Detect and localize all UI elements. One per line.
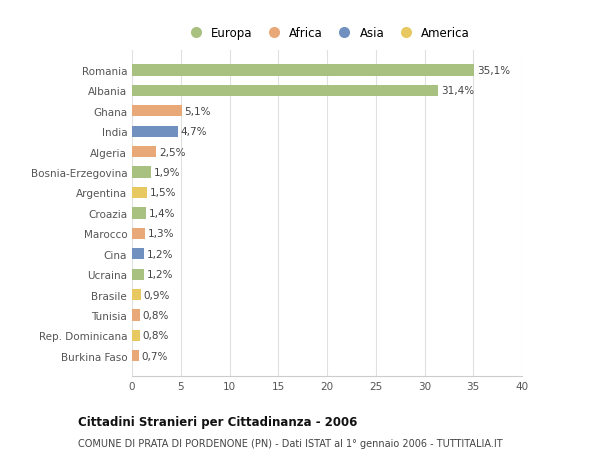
Text: 1,4%: 1,4%: [149, 208, 175, 218]
Bar: [132, 106, 182, 117]
Text: 0,9%: 0,9%: [144, 290, 170, 300]
Bar: [132, 330, 140, 341]
Bar: [132, 289, 141, 301]
Bar: [132, 310, 140, 321]
Text: 1,2%: 1,2%: [146, 249, 173, 259]
Bar: [132, 147, 157, 158]
Text: 1,9%: 1,9%: [154, 168, 180, 178]
Bar: [132, 269, 144, 280]
Legend: Europa, Africa, Asia, America: Europa, Africa, Asia, America: [181, 24, 473, 44]
Text: 1,2%: 1,2%: [146, 269, 173, 280]
Bar: [132, 65, 474, 77]
Text: 0,8%: 0,8%: [143, 330, 169, 341]
Text: 31,4%: 31,4%: [441, 86, 474, 96]
Bar: [132, 350, 139, 362]
Bar: [132, 126, 178, 138]
Bar: [132, 86, 438, 97]
Bar: [132, 187, 146, 199]
Text: Cittadini Stranieri per Cittadinanza - 2006: Cittadini Stranieri per Cittadinanza - 2…: [78, 415, 358, 428]
Text: 5,1%: 5,1%: [185, 106, 211, 117]
Text: COMUNE DI PRATA DI PORDENONE (PN) - Dati ISTAT al 1° gennaio 2006 - TUTTITALIA.I: COMUNE DI PRATA DI PORDENONE (PN) - Dati…: [78, 438, 503, 448]
Text: 1,3%: 1,3%: [148, 229, 174, 239]
Bar: [132, 167, 151, 178]
Text: 35,1%: 35,1%: [477, 66, 510, 76]
Text: 2,5%: 2,5%: [160, 147, 186, 157]
Bar: [132, 249, 144, 260]
Bar: [132, 228, 145, 240]
Text: 1,5%: 1,5%: [149, 188, 176, 198]
Text: 4,7%: 4,7%: [181, 127, 207, 137]
Bar: [132, 208, 146, 219]
Text: 0,8%: 0,8%: [143, 310, 169, 320]
Text: 0,7%: 0,7%: [142, 351, 168, 361]
